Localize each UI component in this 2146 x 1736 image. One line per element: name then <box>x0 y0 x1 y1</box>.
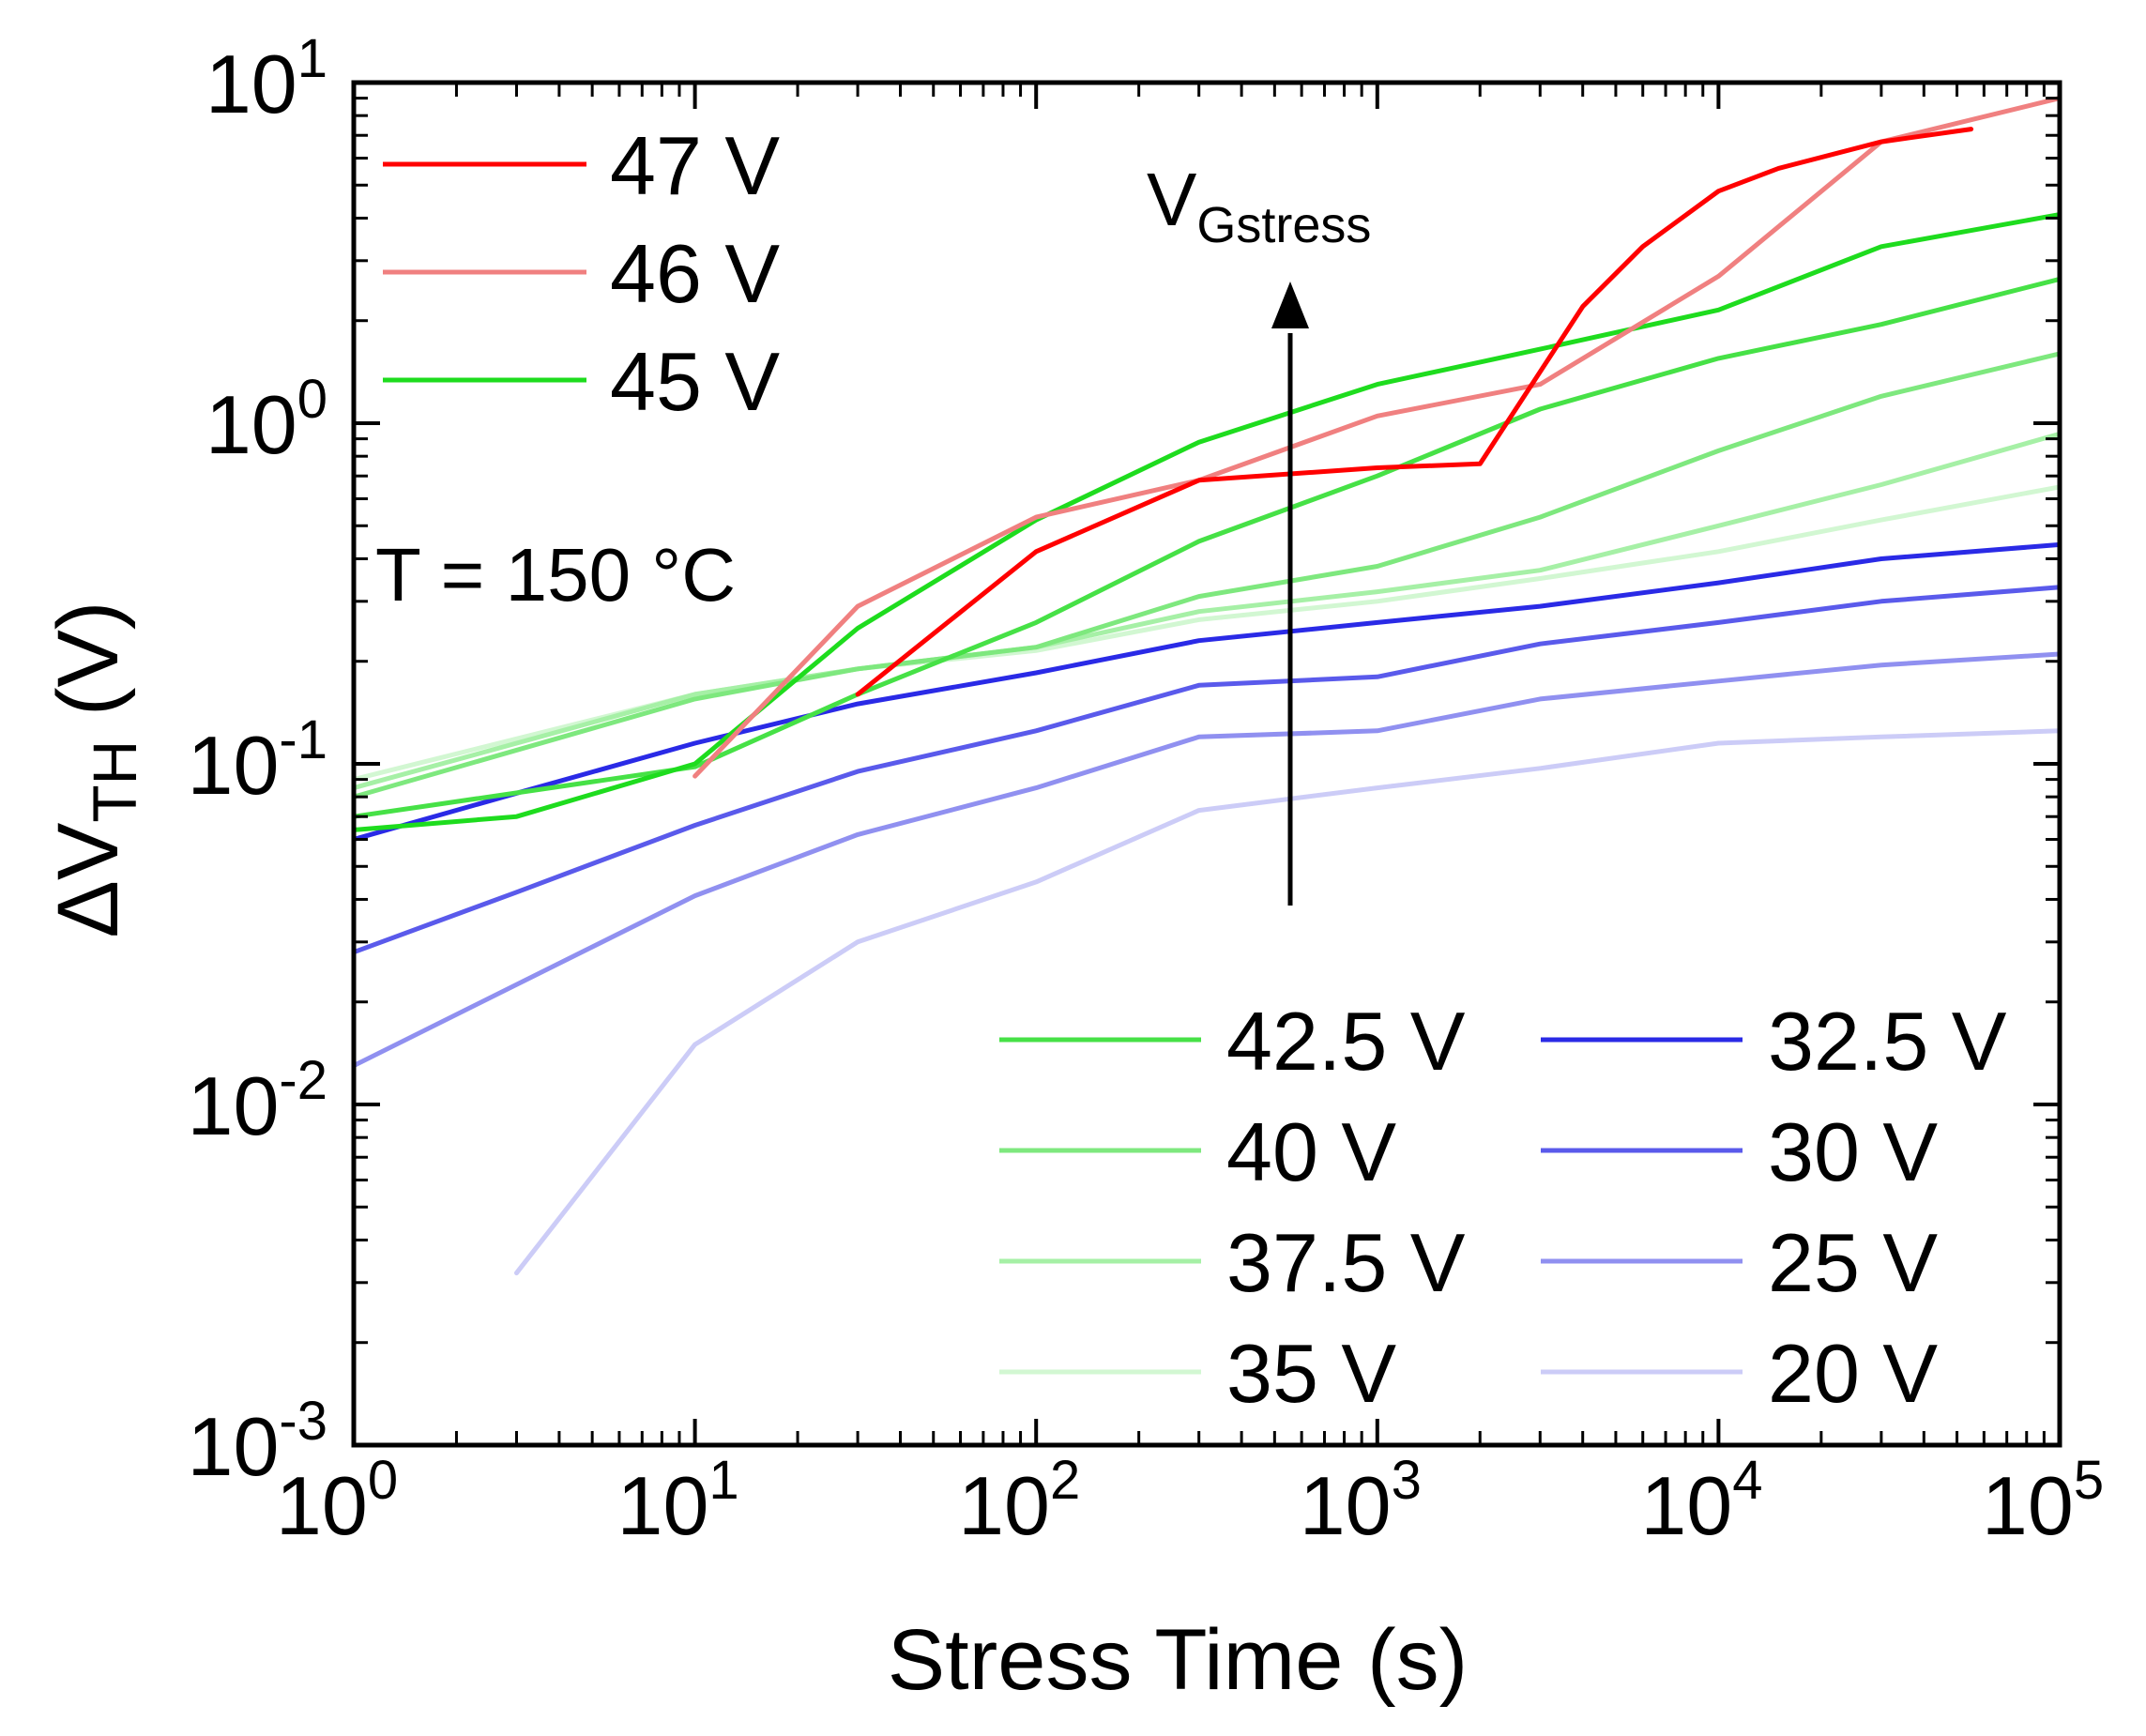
legend-label: 45 V <box>610 335 780 428</box>
vgstress-label: VGstress <box>1147 158 1371 253</box>
legend-label: 32.5 V <box>1768 995 2007 1088</box>
y-tick-label: 10-1 <box>188 709 327 812</box>
legend-label: 20 V <box>1768 1327 1938 1420</box>
legend-label: 47 V <box>610 119 780 212</box>
arrow-head <box>1271 282 1309 328</box>
legend-label: 46 V <box>610 227 780 320</box>
series-line-32-5-v <box>351 541 2062 842</box>
y-tick-label: 100 <box>205 369 327 471</box>
temperature-annotation: T = 150 °C <box>375 533 736 617</box>
legend-layer: 47 V 46 V 45 V 42.5 V 40 V 37.5 V 35 V 32.5 V 30… <box>383 119 2007 1420</box>
annotation-layer: T = 150 °C VGstress <box>375 158 1371 906</box>
y-axis-label: ΔVTH (V) <box>40 601 149 937</box>
series-line-45-v <box>351 212 2062 832</box>
y-tick-label: 101 <box>205 28 327 130</box>
legend-label: 42.5 V <box>1226 995 1466 1088</box>
series-line-46-v <box>693 96 2062 779</box>
legend-label: 40 V <box>1226 1105 1396 1198</box>
x-tick-label: 105 <box>1982 1450 2104 1552</box>
legend-label: 35 V <box>1226 1327 1396 1420</box>
x-tick-label: 104 <box>1640 1450 1762 1552</box>
x-tick-label: 100 <box>276 1450 398 1552</box>
legend-label: 37.5 V <box>1226 1216 1466 1309</box>
axes-layer: 100 101 102 103 104 105 10-3 10-2 10-1 100 101 <box>188 28 2105 1552</box>
axis-labels: Stress Time (s) ΔVTH (V) <box>40 601 1468 1708</box>
legend-label: 30 V <box>1768 1105 1938 1198</box>
x-axis-label: Stress Time (s) <box>888 1612 1468 1708</box>
vgstress-arrow <box>1271 282 1309 906</box>
x-tick-label: 103 <box>1300 1450 1422 1552</box>
x-tick-label: 102 <box>958 1450 1080 1552</box>
series-line-47-v <box>855 127 1974 697</box>
x-tick-label: 101 <box>617 1450 739 1552</box>
series-line-30-v <box>351 585 2062 955</box>
y-tick-label: 10-3 <box>188 1391 327 1493</box>
y-tick-label: 10-2 <box>188 1050 327 1152</box>
legend-label: 25 V <box>1768 1216 1938 1309</box>
